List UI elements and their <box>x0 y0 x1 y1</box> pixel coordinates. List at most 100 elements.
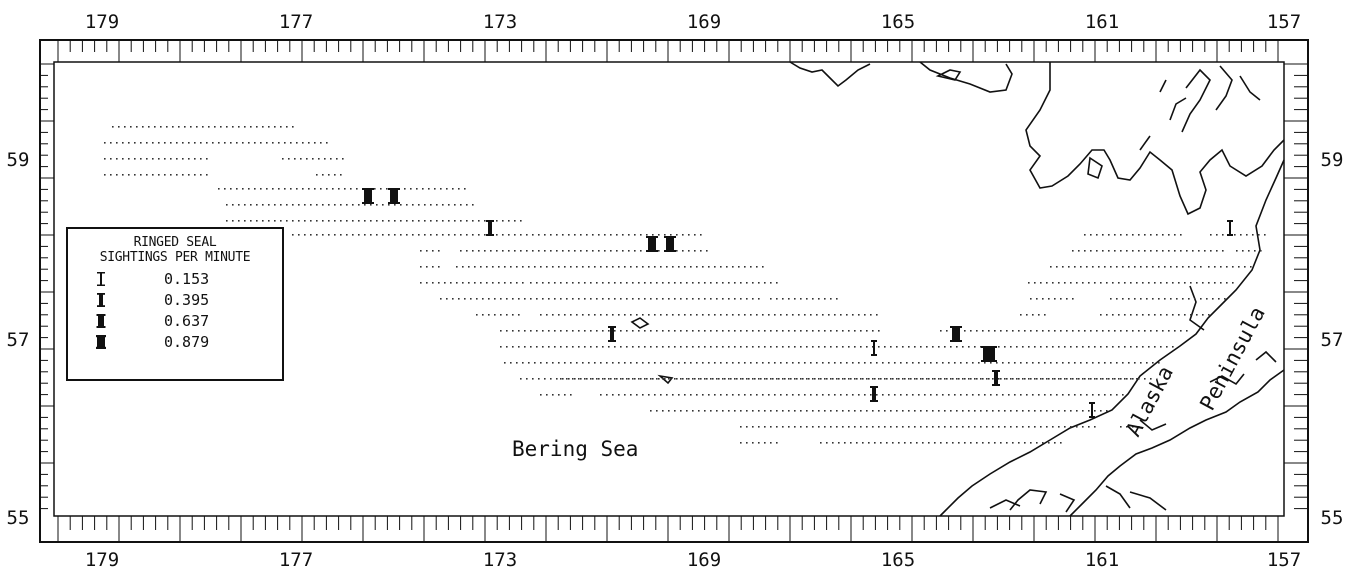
transect-dot <box>824 298 826 300</box>
transect-dot <box>400 234 402 236</box>
transect-dot <box>952 442 954 444</box>
transect-dot <box>674 346 676 348</box>
transect-dot <box>584 330 586 332</box>
transect-dot <box>1080 362 1082 364</box>
transect-dot <box>694 378 696 380</box>
transect-dot <box>1090 330 1092 332</box>
transect-dot <box>818 426 820 428</box>
transect-dot <box>236 188 238 190</box>
transect-dot <box>464 298 466 300</box>
transect-dot <box>678 266 680 268</box>
transect-dot <box>862 442 864 444</box>
transect-dot <box>248 142 250 144</box>
transect-dot <box>116 158 118 160</box>
transect-dot <box>1044 362 1046 364</box>
transect-dot <box>602 378 604 380</box>
transect-dot <box>358 220 360 222</box>
transect-dot <box>980 410 982 412</box>
transect-dot <box>910 442 912 444</box>
transect-dot <box>754 378 756 380</box>
transect-dot <box>974 378 976 380</box>
transect-dot <box>960 394 962 396</box>
transect-dot <box>626 282 628 284</box>
transect-dot <box>854 410 856 412</box>
transect-dot <box>916 442 918 444</box>
transect-dot <box>582 362 584 364</box>
lon-label-top-177: 177 <box>279 11 313 33</box>
transect-dot <box>1150 378 1152 380</box>
transect-dot <box>1178 314 1180 316</box>
transect-dot <box>308 142 310 144</box>
transect-dot <box>614 378 616 380</box>
transect-dot <box>614 330 616 332</box>
transect-dot <box>668 298 670 300</box>
transect-dot <box>574 250 576 252</box>
transect-dot <box>1072 250 1074 252</box>
transect-dot <box>1046 282 1048 284</box>
transect-dot <box>1078 250 1080 252</box>
transect-dot <box>146 174 148 176</box>
transect-dot <box>798 394 800 396</box>
transect-dot <box>1204 250 1206 252</box>
transect-dot <box>698 330 700 332</box>
transect-dot <box>1186 330 1188 332</box>
transect-dot <box>500 346 502 348</box>
transect-dot <box>504 282 506 284</box>
transect-dot <box>686 298 688 300</box>
transect-dot <box>818 410 820 412</box>
transect-dot <box>416 188 418 190</box>
transect-dot <box>488 314 490 316</box>
transect-dot <box>596 282 598 284</box>
transect-dot <box>626 298 628 300</box>
transect-dot <box>884 410 886 412</box>
transect-dot <box>548 298 550 300</box>
transect-dot <box>1136 314 1138 316</box>
transect-dot <box>448 234 450 236</box>
transect-dot <box>558 314 560 316</box>
transect-dot <box>1116 362 1118 364</box>
transect-dot <box>490 250 492 252</box>
transect-dot <box>868 442 870 444</box>
transect-dot <box>1148 314 1150 316</box>
transect-dot <box>524 298 526 300</box>
transect-dot <box>1034 426 1036 428</box>
transect-dot <box>1032 394 1034 396</box>
transect-dot <box>1038 394 1040 396</box>
transect-dot <box>500 314 502 316</box>
transect-dot <box>846 314 848 316</box>
transect-dot <box>702 314 704 316</box>
transect-dot <box>684 362 686 364</box>
transect-dot <box>698 282 700 284</box>
transect-dot <box>328 174 330 176</box>
transect-dot <box>480 282 482 284</box>
transect-dot <box>1014 394 1016 396</box>
transect-dot <box>526 378 528 380</box>
transect-dot <box>1074 362 1076 364</box>
transect-dot <box>356 188 358 190</box>
transect-dot <box>278 142 280 144</box>
transect-dot <box>1098 394 1100 396</box>
transect-dot <box>214 126 216 128</box>
transect-dot <box>856 442 858 444</box>
transect-dot <box>1154 314 1156 316</box>
transect-dot <box>1190 314 1192 316</box>
transect-dot <box>752 378 754 380</box>
transect-dot <box>568 250 570 252</box>
transect-dot <box>812 346 814 348</box>
transect-dot <box>182 158 184 160</box>
transect-dot <box>486 266 488 268</box>
transect-dot <box>860 346 862 348</box>
transect-dot <box>650 282 652 284</box>
transect-dot <box>550 250 552 252</box>
transect-dot <box>130 126 132 128</box>
transect-dot <box>1044 314 1046 316</box>
transect-dot <box>484 250 486 252</box>
transect-dot <box>280 220 282 222</box>
transect-dot <box>558 266 560 268</box>
transect-dot <box>882 362 884 364</box>
transect-dot <box>590 378 592 380</box>
transect-dot <box>720 362 722 364</box>
transect-dot <box>710 346 712 348</box>
transect-dot <box>938 378 940 380</box>
transect-dot <box>540 362 542 364</box>
